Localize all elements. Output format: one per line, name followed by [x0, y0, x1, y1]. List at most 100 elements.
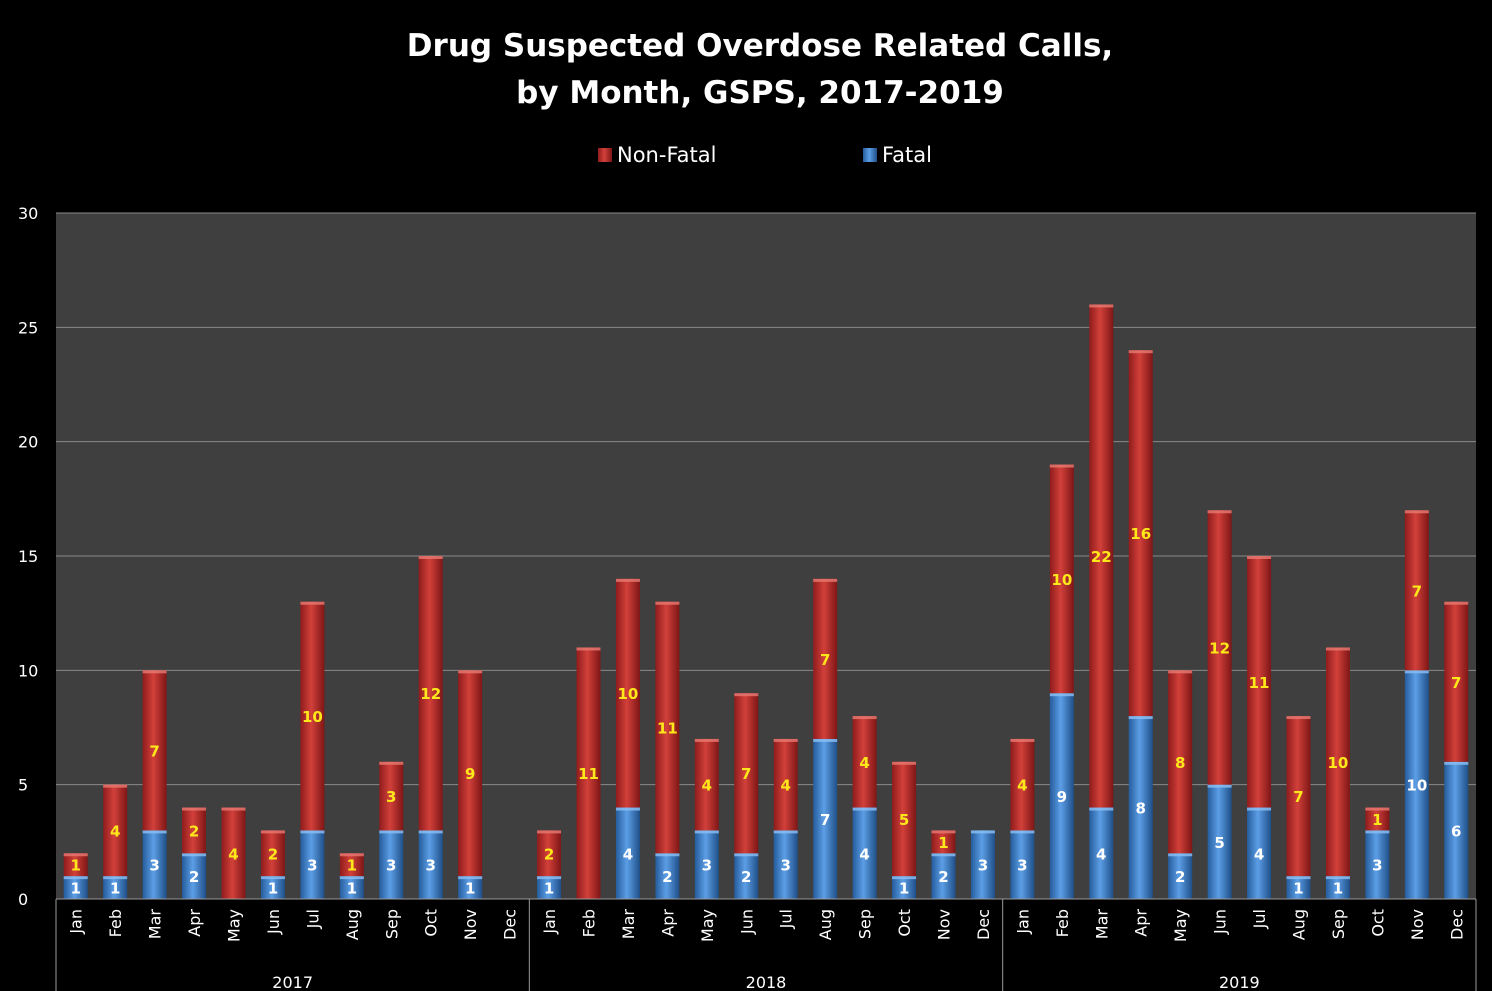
- bar-non-fatal-2018-Nov: [931, 830, 956, 854]
- bar-non-fatal-2017-Jan: [63, 853, 88, 877]
- x-tick-label: Jul: [777, 909, 796, 929]
- x-tick-label: Jan: [1013, 909, 1032, 935]
- bar-cap: [1089, 807, 1114, 811]
- bar-fatal-2018-Apr: [655, 853, 680, 899]
- label-fatal-2017-Aug: 1: [347, 880, 357, 898]
- label-fatal-2017-Jan: 1: [71, 880, 81, 898]
- label-fatal-2017-Feb: 1: [110, 880, 120, 898]
- label-fatal-2019-Aug: 1: [1293, 880, 1303, 898]
- bar-non-fatal-2017-Mar: [142, 670, 167, 831]
- bar-cap: [1286, 876, 1311, 880]
- x-tick-label: Mar: [619, 909, 638, 940]
- label-non-fatal-2017-Jan: 1: [71, 857, 81, 875]
- bar-cap: [1325, 647, 1350, 651]
- bar-non-fatal-2018-Jan: [537, 830, 562, 877]
- bar-cap: [813, 578, 838, 582]
- bar-cap: [1089, 304, 1114, 308]
- bar-cap: [1325, 876, 1350, 880]
- bar-cap: [970, 830, 995, 834]
- label-fatal-2018-Jun: 2: [741, 868, 751, 886]
- bar-fatal-2017-Sep: [379, 830, 404, 899]
- chart-title-line-2: by Month, GSPS, 2017-2019: [516, 75, 1004, 111]
- label-fatal-2019-Sep: 1: [1333, 880, 1343, 898]
- legend-label-fatal: Fatal: [882, 143, 932, 167]
- bar-cap: [734, 853, 759, 857]
- bar-non-fatal-2018-May: [694, 738, 719, 831]
- bar-cap: [615, 807, 640, 811]
- x-axis: 2017 Jan Feb Mar Apr May Jun Jul Aug Sep Oct Nov Dec…: [55, 898, 1477, 991]
- label-non-fatal-2017-Jul: 10: [302, 708, 323, 726]
- label-fatal-2017-Sep: 3: [386, 857, 396, 875]
- bar-non-fatal-2018-Feb: [576, 647, 601, 899]
- bar-non-fatal-2019-Jan: [1010, 738, 1035, 831]
- bar-cap: [1247, 556, 1272, 559]
- bar-cap: [458, 670, 483, 674]
- label-non-fatal-2019-Sep: 10: [1328, 754, 1349, 772]
- label-fatal-2019-Oct: 3: [1372, 857, 1382, 875]
- bar-fatal-2019-Jul: [1247, 807, 1272, 899]
- bar-cap: [1404, 510, 1429, 514]
- label-fatal-2017-Nov: 1: [465, 880, 475, 898]
- bar-cap: [931, 853, 956, 857]
- label-non-fatal-2018-Aug: 7: [820, 651, 830, 669]
- bar-fatal-2017-Aug: [339, 876, 364, 899]
- bar-non-fatal-2017-Sep: [379, 761, 404, 831]
- bar-non-fatal-2019-Aug: [1286, 716, 1311, 877]
- label-non-fatal-2017-May: 4: [228, 845, 238, 863]
- bar-fatal-2019-Jan: [1010, 830, 1035, 899]
- y-tick-label: 25: [18, 318, 38, 337]
- bar-non-fatal-2017-Nov: [458, 670, 483, 877]
- bar-cap: [182, 807, 207, 811]
- bar-cap: [418, 830, 443, 834]
- bar-fatal-2019-Feb: [1049, 693, 1074, 899]
- x-tick-label: Mar: [1092, 909, 1111, 940]
- label-non-fatal-2017-Apr: 2: [189, 822, 199, 840]
- legend-swatch-fatal: [863, 148, 877, 162]
- bar-cap: [221, 807, 246, 811]
- label-non-fatal-2018-Feb: 11: [578, 765, 599, 783]
- x-tick-label: May: [225, 909, 244, 942]
- label-non-fatal-2018-Nov: 1: [938, 834, 948, 852]
- bar-fatal-2019-Nov: [1404, 670, 1429, 899]
- label-non-fatal-2017-Mar: 7: [149, 742, 159, 760]
- label-non-fatal-2018-Jan: 2: [544, 845, 554, 863]
- bar-non-fatal-2019-Mar: [1089, 304, 1114, 808]
- bar-cap: [63, 876, 88, 880]
- bar-fatal-2018-Oct: [892, 876, 917, 899]
- chart-title-line-1: Drug Suspected Overdose Related Calls,: [407, 28, 1113, 64]
- bar-non-fatal-2017-Jul: [300, 601, 325, 831]
- x-tick-label: May: [1171, 909, 1190, 942]
- bar-non-fatal-2017-Jun: [260, 830, 285, 877]
- x-tick-label: Apr: [1132, 909, 1151, 937]
- label-fatal-2018-May: 3: [702, 857, 712, 875]
- bar-cap: [142, 830, 167, 834]
- bar-cap: [260, 876, 285, 880]
- bar-cap: [458, 876, 483, 880]
- x-tick-label: Nov: [935, 909, 954, 940]
- bar-cap: [379, 830, 404, 834]
- bar-cap: [1049, 464, 1074, 468]
- label-fatal-2017-Jun: 1: [268, 880, 278, 898]
- label-fatal-2019-Feb: 9: [1057, 788, 1067, 806]
- label-fatal-2018-Apr: 2: [662, 868, 672, 886]
- label-fatal-2019-Jul: 4: [1254, 845, 1264, 863]
- bar-cap: [103, 784, 128, 788]
- bar-fatal-2019-May: [1168, 853, 1193, 899]
- x-tick-label: Feb: [1053, 909, 1072, 937]
- label-non-fatal-2018-Apr: 11: [657, 720, 678, 738]
- label-fatal-2019-Apr: 8: [1136, 800, 1146, 818]
- bar-non-fatal-2018-Sep: [852, 716, 877, 808]
- bar-fatal-2017-Jun: [260, 876, 285, 899]
- label-non-fatal-2019-Mar: 22: [1091, 548, 1112, 566]
- label-non-fatal-2018-Jul: 4: [781, 777, 791, 795]
- x-tick-label: Nov: [1408, 909, 1427, 940]
- bar-cap: [63, 853, 88, 857]
- bar-fatal-2018-Aug: [813, 738, 838, 899]
- x-tick-label: Feb: [106, 909, 125, 937]
- x-group-label-2019: 2019: [1219, 973, 1260, 991]
- bar-fatal-2019-Mar: [1089, 807, 1114, 899]
- bar-cap: [339, 876, 364, 880]
- bar-non-fatal-2018-Mar: [615, 578, 640, 808]
- label-non-fatal-2018-Oct: 5: [899, 811, 909, 829]
- bar-cap: [813, 738, 838, 742]
